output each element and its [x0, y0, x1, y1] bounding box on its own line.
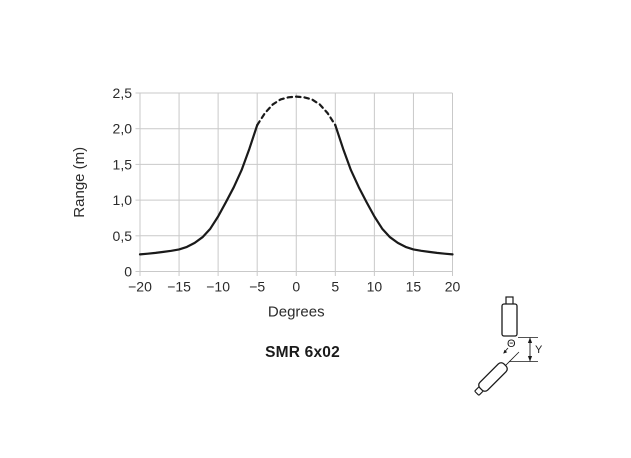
tilted-sensor-icon — [474, 362, 508, 396]
y-axis-label: Range (m) — [71, 147, 88, 218]
y-tick-label: 2,5 — [113, 85, 133, 101]
response-curve-right — [334, 124, 454, 256]
y-tick-label: 0 — [124, 264, 132, 280]
x-tick-label: 10 — [367, 279, 383, 295]
response-curve-top — [256, 95, 337, 127]
range-vs-degrees-chart: −20 −15 −10 −5 0 5 10 15 20 0 0,5 1,0 1,5 2,0 2,5 Degre… — [71, 85, 461, 321]
x-tick-label: 15 — [406, 279, 422, 295]
x-tick-label: −15 — [167, 279, 191, 295]
y-tick-label: 2,0 — [113, 121, 133, 137]
theta-pointer-arrow — [503, 347, 509, 354]
reference-sensor-icon — [501, 296, 518, 337]
x-tick-label: −10 — [206, 279, 230, 295]
y-tick-label: 1,5 — [113, 156, 133, 172]
y-tick-label: 1,0 — [113, 192, 133, 208]
y-offset-label: Y — [535, 344, 543, 356]
x-axis-label: Degrees — [268, 304, 325, 321]
x-tick-label: 0 — [292, 279, 300, 295]
x-tick-label: −20 — [128, 279, 152, 295]
y-dimension-line — [527, 337, 533, 362]
y-tick-label: 0,5 — [113, 228, 133, 244]
theta-angle-label: Θ — [507, 338, 516, 350]
x-tick-label: 5 — [331, 279, 339, 295]
chart-caption: SMR 6x02 — [265, 344, 340, 361]
sensor-orientation-diagram: Y Θ — [474, 296, 543, 396]
response-curve-left — [138, 124, 259, 256]
x-tick-label: −5 — [249, 279, 265, 295]
x-tick-label: 20 — [445, 279, 461, 295]
